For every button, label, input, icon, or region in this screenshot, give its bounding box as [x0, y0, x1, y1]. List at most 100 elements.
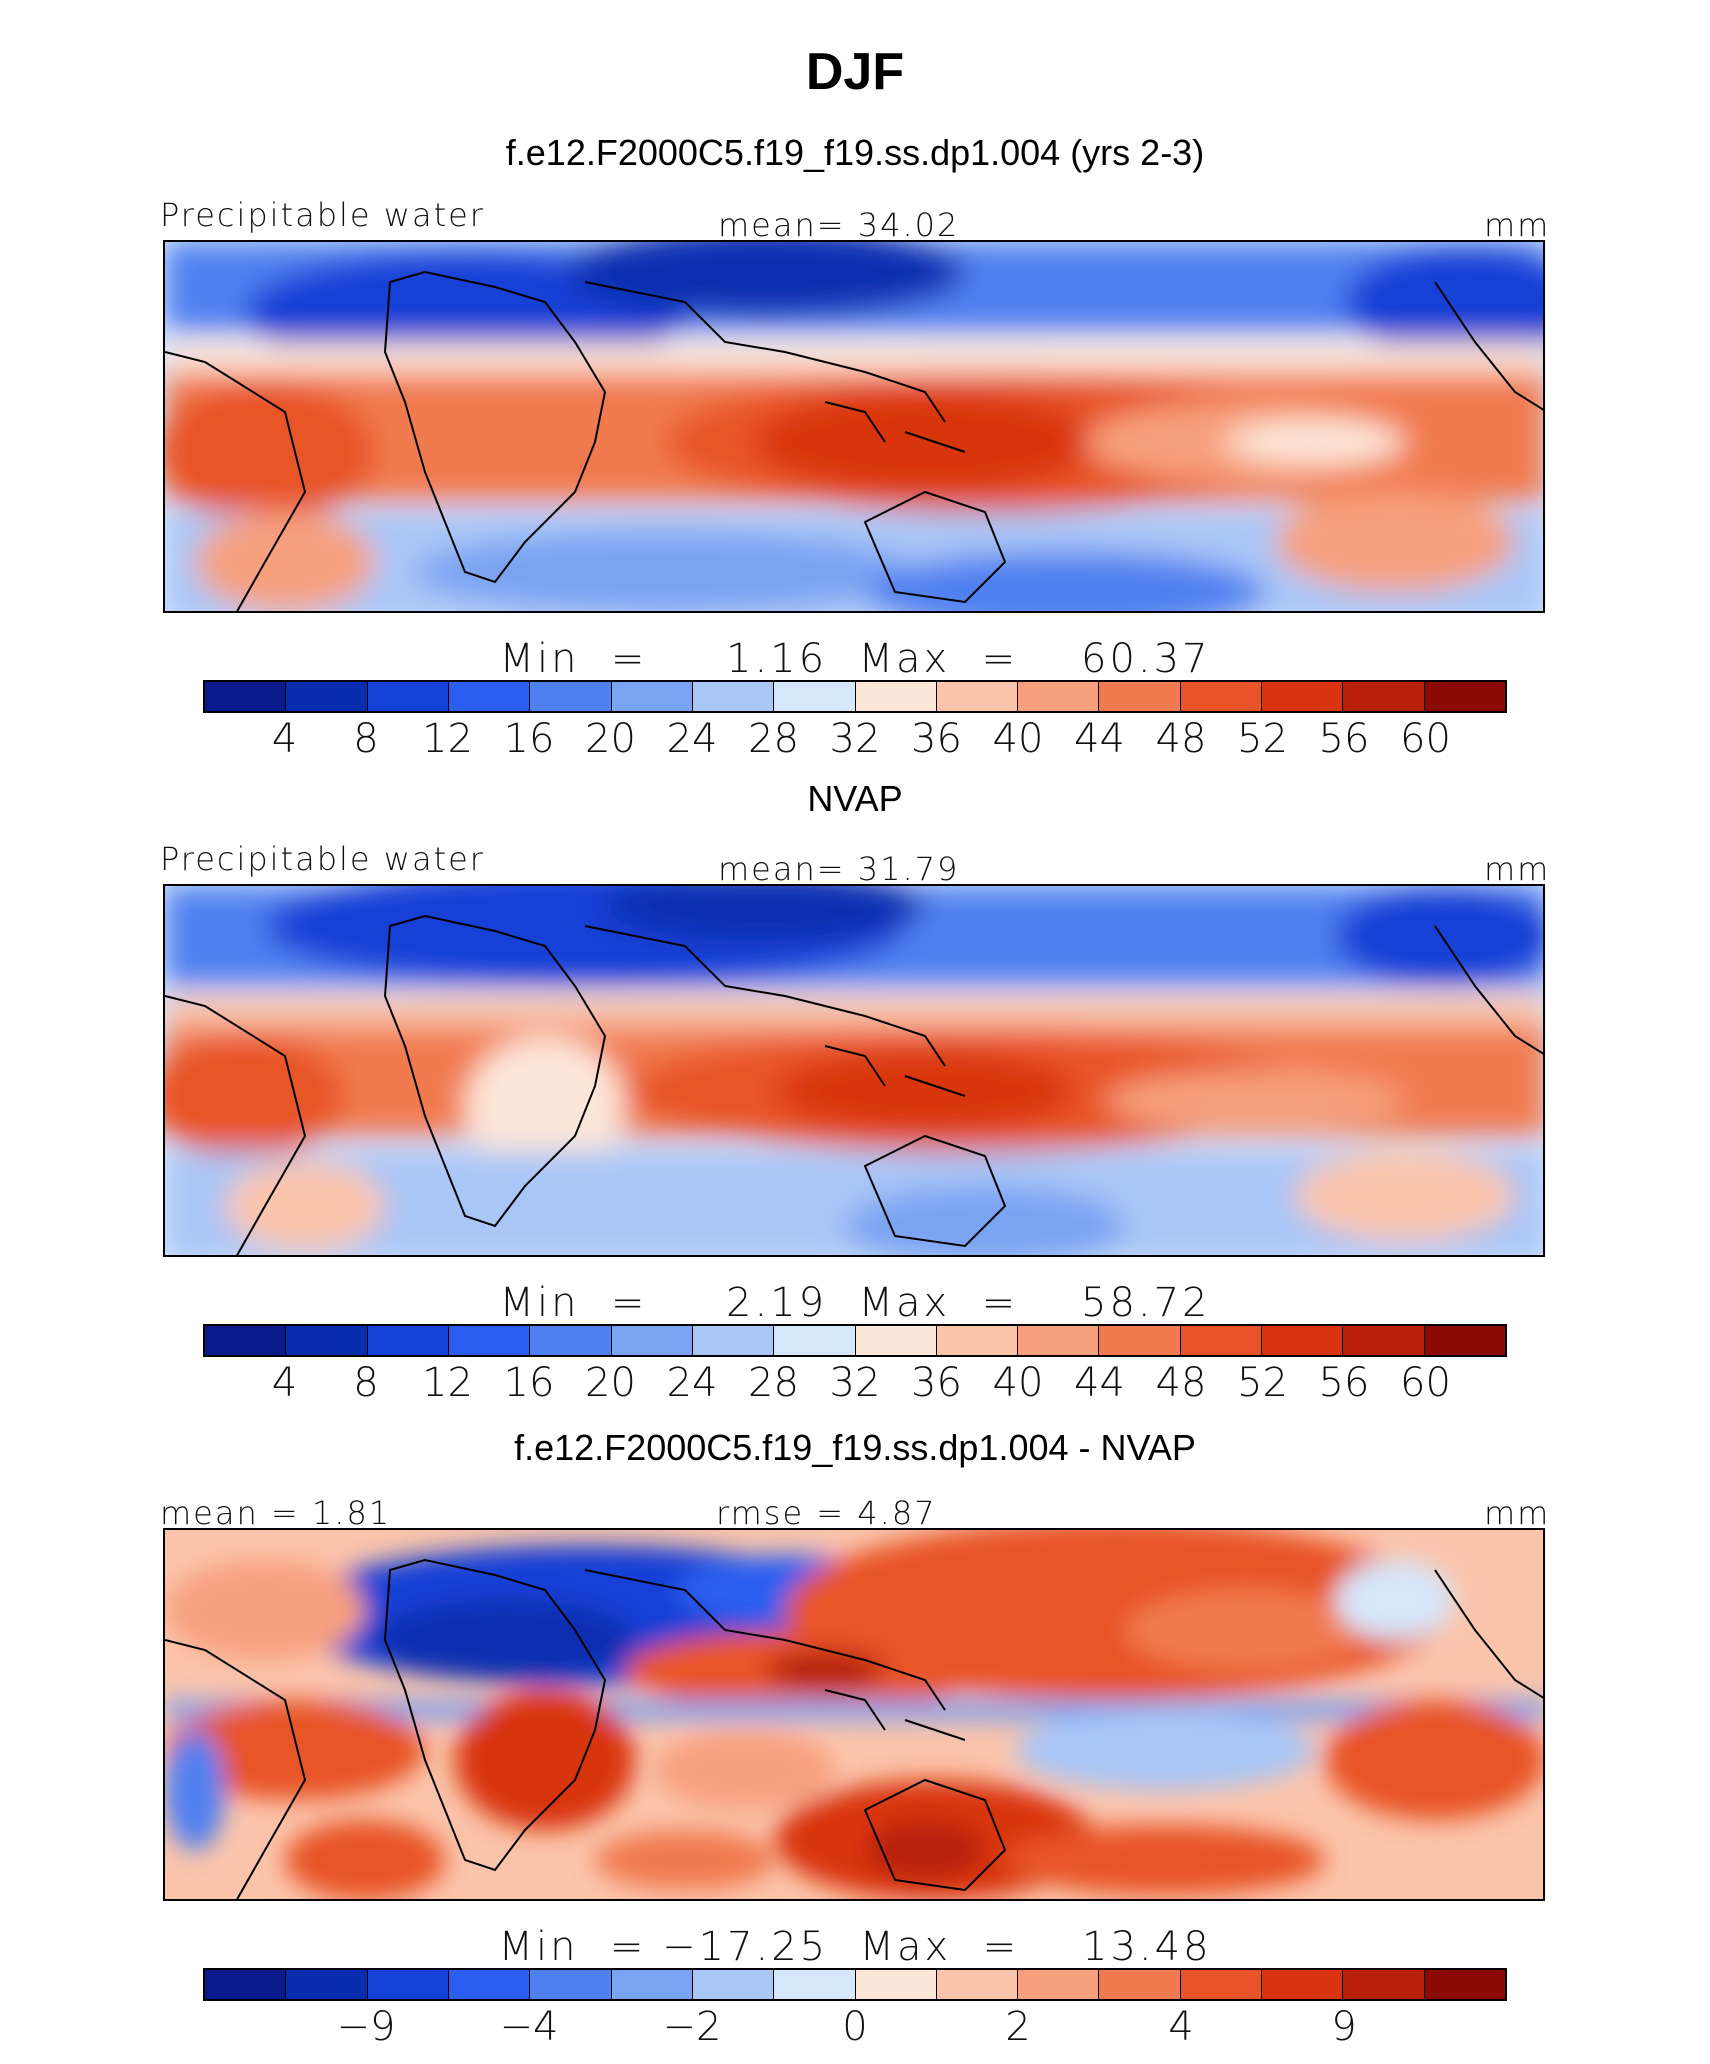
panel1-map — [163, 240, 1545, 613]
colorbar-tick-label: 4 — [1168, 2004, 1194, 2050]
colorbar-swatch — [1262, 1970, 1344, 1999]
colorbar-tick-label: 2 — [1005, 2004, 1031, 2050]
colorbar-swatch — [611, 682, 693, 711]
colorbar-swatch — [611, 1970, 693, 1999]
panel2-mean-label: mean= 31.79 — [718, 850, 960, 888]
panel1-min-max: Min = 1.16 Max = 60.37 — [499, 636, 1211, 682]
panel1-colorbar — [203, 680, 1507, 713]
colorbar-swatch — [448, 682, 531, 711]
panel3-min-max: Min = −17.25 Max = 13.48 — [498, 1924, 1212, 1970]
panel3-map — [163, 1528, 1545, 1901]
panel1-coastlines — [165, 270, 1543, 611]
panel3-units-label: mm — [1484, 1494, 1551, 1532]
colorbar-swatch — [936, 1326, 1019, 1355]
panel3-mean-label: mean = 1.81 — [160, 1494, 392, 1532]
colorbar-swatch — [1018, 1326, 1100, 1355]
panel3-field — [165, 1530, 1543, 1899]
colorbar-tick-label: 56 — [1318, 716, 1370, 762]
colorbar-tick-label: 4 — [271, 1360, 298, 1406]
colorbar-tick-label: 40 — [992, 1360, 1044, 1406]
panel2-colorbar — [203, 1324, 1507, 1357]
figure-title: DJF — [805, 43, 905, 101]
colorbar-swatch — [1262, 1326, 1344, 1355]
colorbar-tick-label: 52 — [1237, 1360, 1288, 1406]
panel3-title: f.e12.F2000C5.f19_f19.ss.dp1.004 - NVAP — [514, 1427, 1196, 1468]
colorbar-swatch — [367, 1326, 449, 1355]
colorbar-swatch — [367, 682, 449, 711]
colorbar-swatch — [855, 1970, 937, 1999]
colorbar-swatch — [1099, 1970, 1181, 1999]
panel2-min-max: Min = 2.19 Max = 58.72 — [499, 1280, 1211, 1326]
colorbar-tick-label: 36 — [911, 1360, 962, 1406]
colorbar-tick-label: 44 — [1074, 716, 1125, 762]
colorbar-tick-label: 40 — [992, 716, 1044, 762]
colorbar-swatch — [1262, 682, 1344, 711]
colorbar-swatch — [692, 1326, 775, 1355]
panel2-title: NVAP — [807, 778, 903, 819]
colorbar-swatch — [855, 682, 937, 711]
colorbar-tick-label: 48 — [1155, 1360, 1207, 1406]
colorbar-swatch — [1180, 1326, 1263, 1355]
colorbar-tick-label: 12 — [422, 716, 473, 762]
colorbar-swatch — [286, 682, 368, 711]
colorbar-swatch — [530, 682, 612, 711]
panel1-title: f.e12.F2000C5.f19_f19.ss.dp1.004 (yrs 2-… — [505, 132, 1205, 173]
colorbar-tick-label: 28 — [748, 1360, 799, 1406]
panel3-colorbar-ticks: −9 −4 −2 0 2 4 9 — [203, 2004, 1507, 2050]
colorbar-tick-label: 9 — [1331, 2004, 1357, 2050]
colorbar-swatch — [1424, 682, 1505, 711]
panel2-field — [165, 886, 1543, 1255]
colorbar-swatch — [367, 1970, 449, 1999]
colorbar-swatch — [1343, 682, 1425, 711]
colorbar-swatch — [692, 682, 775, 711]
colorbar-tick-label: 8 — [353, 1360, 379, 1406]
colorbar-tick-label: 44 — [1074, 1360, 1125, 1406]
panel1-field — [165, 242, 1543, 611]
colorbar-tick-label: 56 — [1318, 1360, 1370, 1406]
panel1-variable-label: Precipitable water — [160, 196, 485, 234]
colorbar-swatch — [1343, 1326, 1425, 1355]
colorbar-tick-label: 60 — [1400, 716, 1451, 762]
colorbar-tick-label: 36 — [911, 716, 962, 762]
colorbar-tick-label: 16 — [503, 716, 555, 762]
colorbar-tick-label: 12 — [422, 1360, 473, 1406]
panel3-colorbar — [203, 1968, 1507, 2001]
colorbar-swatch — [855, 1326, 937, 1355]
colorbar-swatch — [611, 1326, 693, 1355]
panel3-coastlines — [165, 1558, 1543, 1899]
colorbar-swatch — [774, 682, 856, 711]
colorbar-tick-label: 20 — [585, 716, 636, 762]
colorbar-swatch — [1018, 1970, 1100, 1999]
colorbar-swatch — [1018, 682, 1100, 711]
colorbar-tick-label: 60 — [1400, 1360, 1451, 1406]
colorbar-tick-label: 52 — [1237, 716, 1288, 762]
colorbar-swatch — [1343, 1970, 1425, 1999]
panel2-variable-label: Precipitable water — [160, 840, 485, 878]
colorbar-tick-label: 20 — [585, 1360, 636, 1406]
colorbar-swatch — [448, 1970, 531, 1999]
colorbar-tick-label: 4 — [271, 716, 298, 762]
panel2-colorbar-ticks: 4 8 12 16 20 24 28 32 36 40 44 48 52 56 60 — [203, 1360, 1507, 1406]
colorbar-tick-label: 0 — [842, 2004, 868, 2050]
colorbar-swatch — [205, 682, 287, 711]
panel3-rmse-label: rmse = 4.87 — [716, 1494, 937, 1532]
colorbar-swatch — [448, 1326, 531, 1355]
colorbar-tick-label: 28 — [748, 716, 799, 762]
colorbar-tick-label: 24 — [666, 1360, 718, 1406]
colorbar-swatch — [936, 1970, 1019, 1999]
colorbar-swatch — [692, 1970, 775, 1999]
panel1-units-label: mm — [1484, 206, 1551, 244]
colorbar-swatch — [1180, 1970, 1263, 1999]
panel2-map — [163, 884, 1545, 1257]
panel1-mean-label: mean= 34.02 — [718, 206, 960, 244]
panel2-units-label: mm — [1484, 850, 1551, 888]
colorbar-swatch — [1099, 1326, 1181, 1355]
colorbar-swatch — [286, 1970, 368, 1999]
colorbar-swatch — [1180, 682, 1263, 711]
colorbar-swatch — [286, 1326, 368, 1355]
panel1-colorbar-ticks: 4 8 12 16 20 24 28 32 36 40 44 48 52 56 60 — [203, 716, 1507, 762]
colorbar-swatch — [774, 1326, 856, 1355]
colorbar-swatch — [1424, 1326, 1505, 1355]
colorbar-swatch — [774, 1970, 856, 1999]
colorbar-tick-label: −2 — [662, 2004, 722, 2050]
